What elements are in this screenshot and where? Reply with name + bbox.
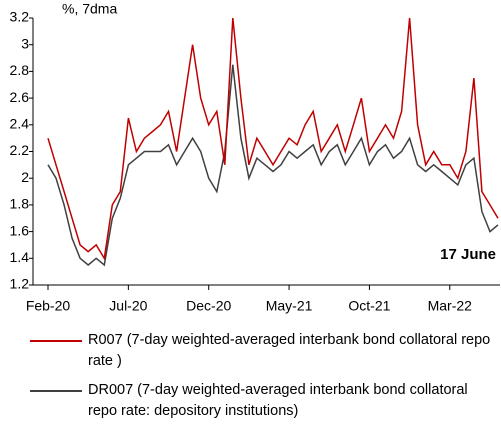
legend-item: DR007 (7-day weighted-averaged interbank… [30, 380, 500, 422]
annotation: 17 June [440, 246, 496, 263]
y-tick-label: 1.2 [10, 276, 30, 292]
y-tick-label: 3.2 [10, 9, 30, 25]
y-tick-label: 2.4 [10, 116, 30, 132]
legend-item: R007 (7-day weighted-averaged interbank … [30, 330, 500, 372]
x-tick-label: Dec-20 [186, 298, 231, 314]
series-line [47, 64, 499, 267]
legend-label: R007 (7-day weighted-averaged interbank … [88, 332, 491, 369]
chart: %, 7dma 1.2 1.4 1.6 1.8 2 2.2 2.4 2.6 2.8 3 3.2 Feb… [10, 1, 500, 314]
y-tick-label: 2.2 [10, 142, 30, 158]
y-axis-label: %, 7dma [62, 1, 117, 17]
x-tick-label: Jul-20 [109, 298, 147, 314]
x-tick-label: May-21 [266, 298, 313, 314]
legend-swatch [30, 340, 82, 342]
y-tick-label: 1.4 [10, 249, 30, 265]
x-tick-label: Oct-21 [348, 298, 390, 314]
y-tick-label: 1.8 [10, 196, 30, 212]
x-tick-label: Feb-20 [26, 298, 71, 314]
x-tick-label: Mar-22 [428, 298, 473, 314]
legend-label: DR007 (7-day weighted-averaged interbank… [88, 382, 468, 419]
y-tick-label: 2 [21, 169, 29, 185]
y-tick-label: 3 [21, 35, 29, 51]
legend-swatch [30, 390, 82, 392]
y-tick-label: 2.6 [10, 89, 30, 105]
legend: R007 (7-day weighted-averaged interbank … [30, 330, 500, 430]
y-tick-label: 1.6 [10, 222, 30, 238]
series-line [47, 17, 499, 261]
y-tick-label: 2.8 [10, 62, 30, 78]
